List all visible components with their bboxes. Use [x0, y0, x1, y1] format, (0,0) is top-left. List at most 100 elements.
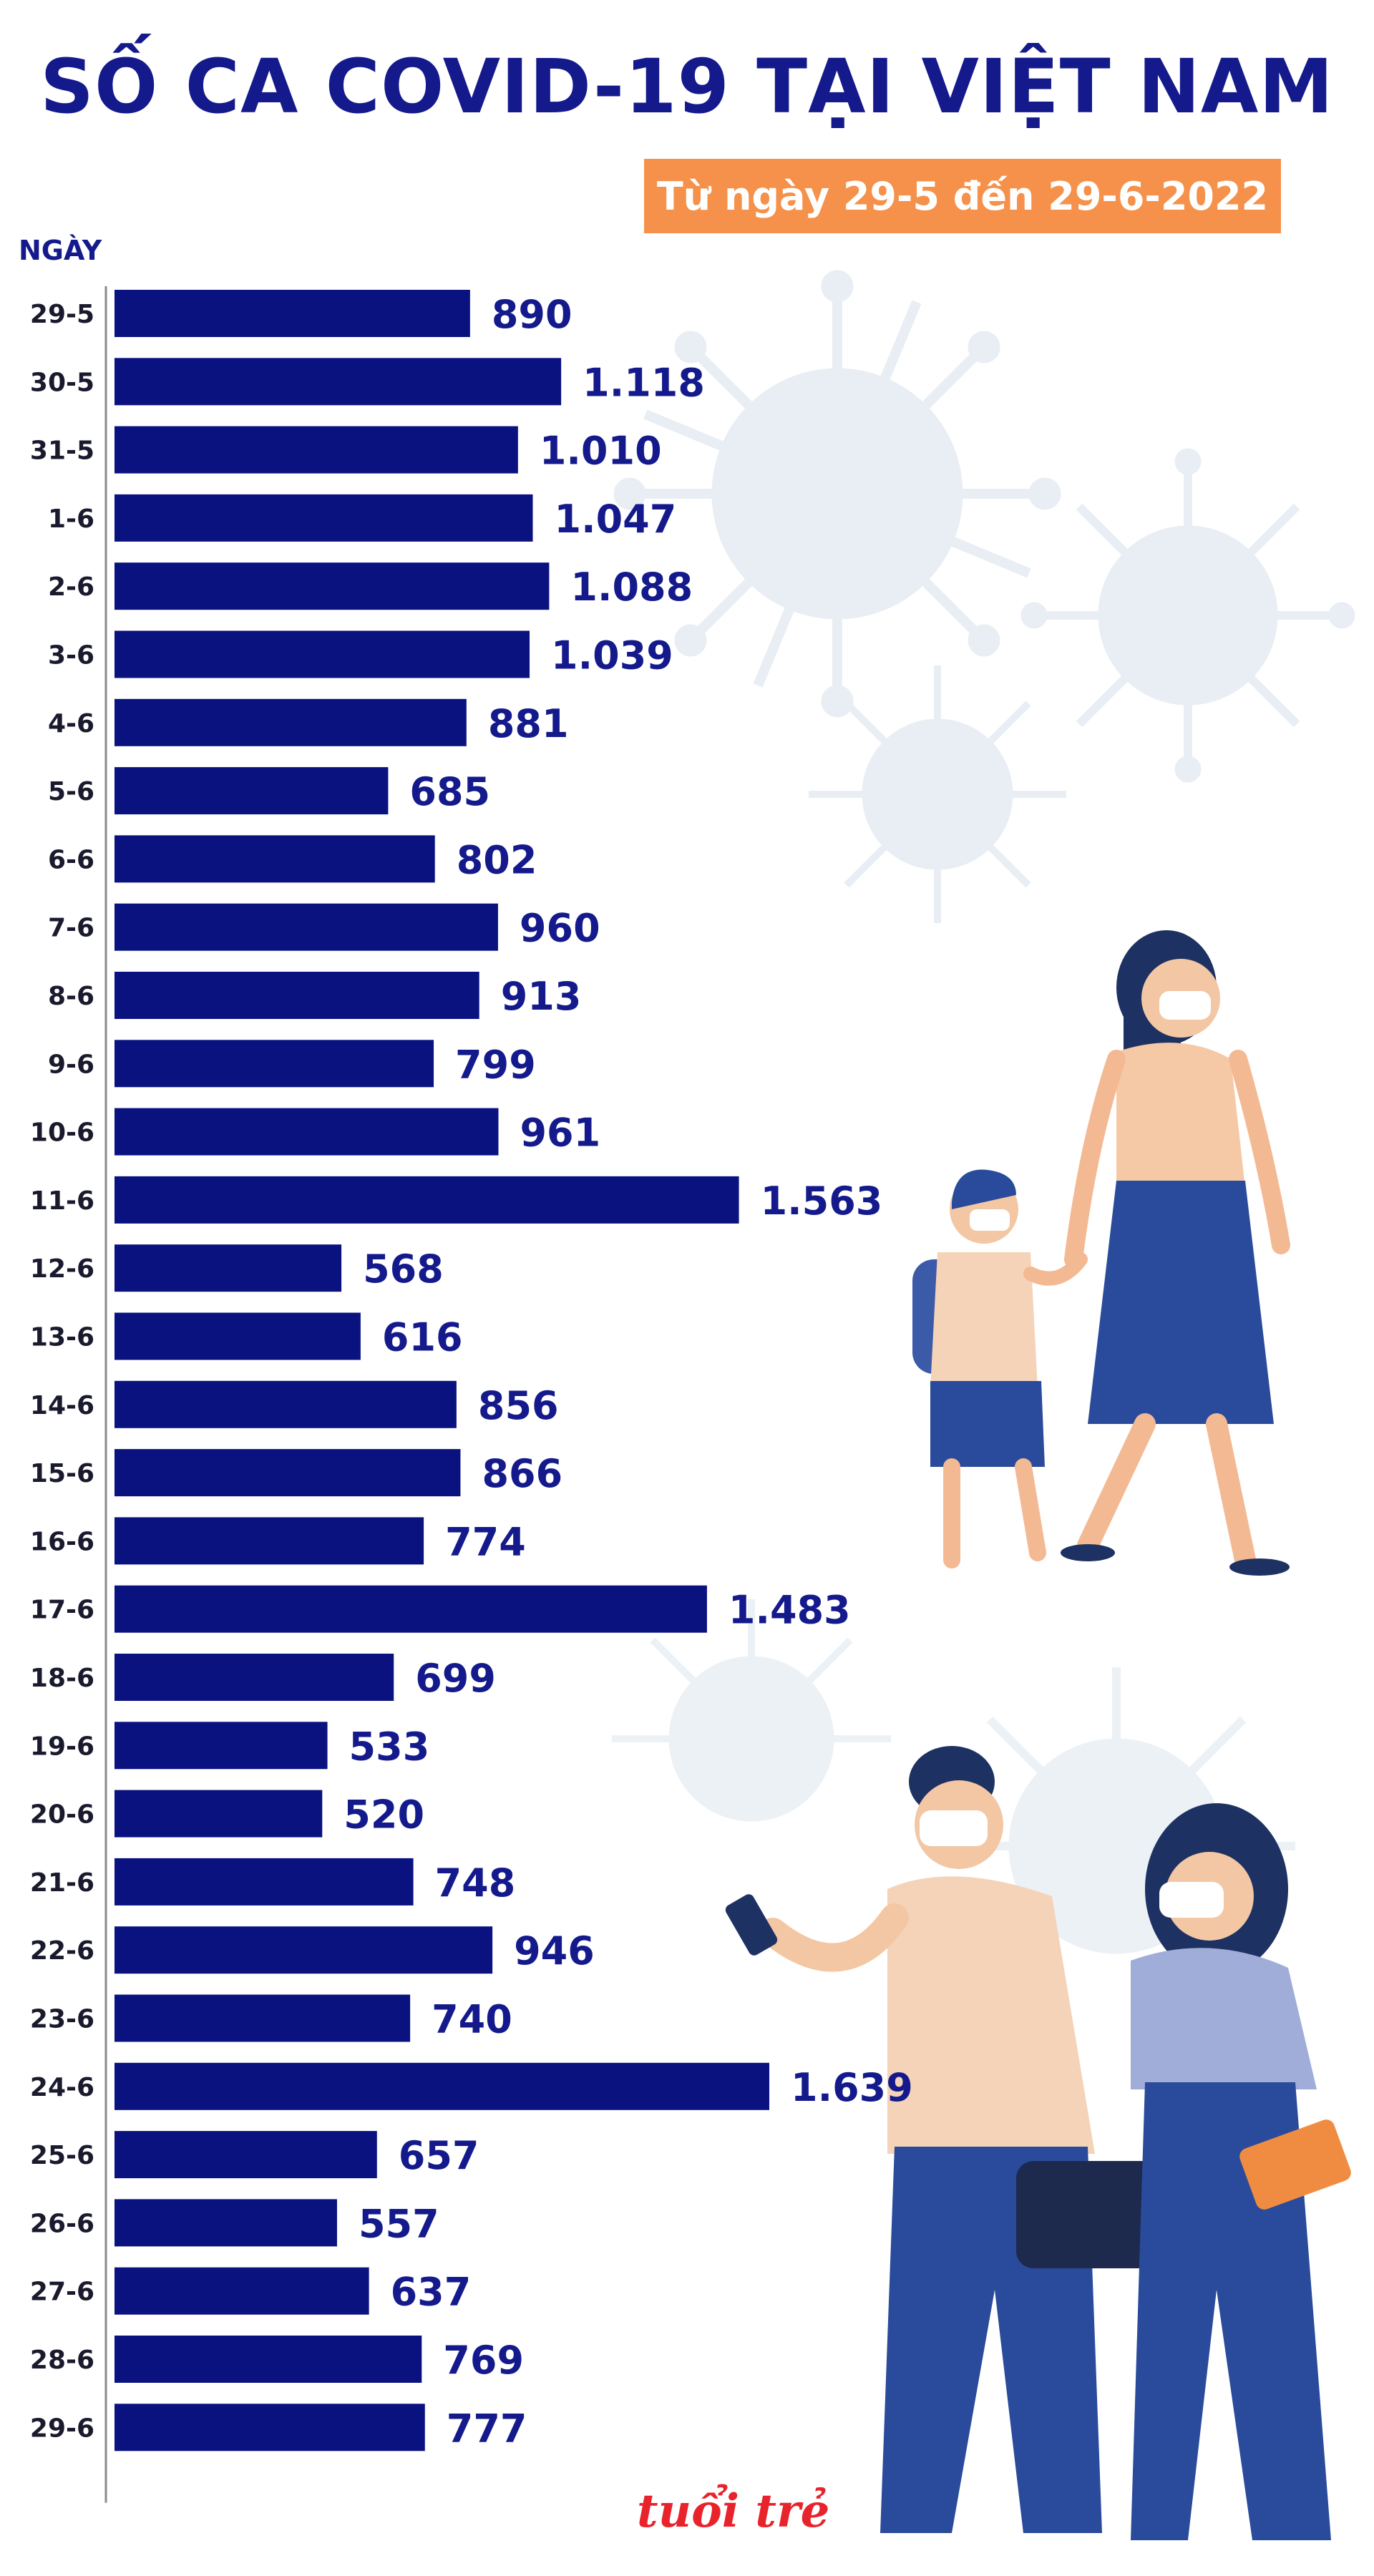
value-label: 1.563	[761, 1179, 883, 1224]
value-label: 769	[443, 2338, 524, 2383]
bar	[114, 358, 562, 406]
bar	[114, 1858, 414, 1906]
value-label: 946	[514, 1928, 595, 1974]
value-label: 520	[344, 1792, 424, 1838]
category-label: 24-6	[30, 2073, 94, 2102]
category-label: 1-6	[48, 504, 94, 534]
value-label: 802	[457, 837, 537, 882]
value-label: 1.010	[540, 429, 662, 474]
category-label: 23-6	[30, 2005, 94, 2034]
bar	[114, 903, 498, 951]
bar	[114, 2062, 769, 2110]
bar	[114, 1312, 361, 1360]
couple-illustration	[725, 1746, 1351, 2540]
category-label: 22-6	[30, 1936, 94, 1966]
category-label: 5-6	[48, 777, 94, 806]
value-label: 856	[478, 1383, 559, 1428]
value-label: 961	[520, 1111, 600, 1156]
bar	[114, 1108, 499, 1156]
category-label: 19-6	[30, 1732, 94, 1761]
category-label: 20-6	[30, 1800, 94, 1830]
category-label: 26-6	[30, 2209, 94, 2238]
bar	[114, 1585, 707, 1633]
value-label: 1.118	[583, 360, 705, 405]
page-title: SỐ CA COVID-19 TẠI VIỆT NAM	[40, 43, 1334, 130]
category-label: 21-6	[30, 1868, 94, 1898]
category-label: 15-6	[30, 1459, 94, 1488]
bar	[114, 1176, 739, 1224]
value-label: 685	[409, 769, 490, 814]
virus-icon	[1020, 448, 1355, 783]
category-label: 31-5	[30, 436, 94, 466]
category-label: 8-6	[48, 982, 94, 1011]
bar	[114, 1040, 434, 1088]
category-label: 7-6	[48, 914, 94, 943]
value-label: 774	[445, 1519, 526, 1564]
value-label: 699	[415, 1656, 496, 1701]
bar	[114, 1449, 461, 1497]
category-label: 3-6	[48, 641, 94, 670]
bar	[114, 767, 389, 815]
bar	[114, 1722, 328, 1770]
bar	[114, 2336, 422, 2383]
bar	[114, 835, 435, 883]
category-label: 29-6	[30, 2414, 94, 2443]
value-label: 1.088	[570, 565, 693, 610]
tuoi-tre-logo: tuổi trẻ	[637, 2484, 830, 2538]
value-label: 637	[391, 2270, 472, 2315]
value-label: 748	[435, 1860, 516, 1906]
category-label: 17-6	[30, 1596, 94, 1625]
bar	[114, 2404, 425, 2451]
category-label: 25-6	[30, 2141, 94, 2170]
bar	[114, 1517, 424, 1565]
category-label: 9-6	[48, 1050, 94, 1079]
category-label: 4-6	[48, 709, 94, 738]
category-label: 14-6	[30, 1391, 94, 1420]
category-label: 6-6	[48, 845, 94, 874]
category-label: 12-6	[30, 1254, 94, 1284]
y-axis-label: NGÀY	[19, 235, 102, 266]
value-label: 740	[432, 1997, 512, 2042]
virus-icon	[809, 665, 1066, 923]
bar	[114, 2131, 377, 2179]
virus-icon	[613, 270, 1061, 718]
value-label: 533	[349, 1724, 430, 1769]
bar	[114, 698, 467, 746]
value-label: 1.039	[551, 633, 673, 678]
bar	[114, 630, 530, 678]
value-label: 913	[501, 974, 582, 1019]
value-label: 1.047	[555, 497, 677, 542]
value-label: 799	[455, 1042, 536, 1087]
bar	[114, 1244, 342, 1292]
category-label: 2-6	[48, 572, 94, 602]
date-range-badge: Từ ngày 29-5 đến 29-6-2022	[644, 159, 1281, 233]
value-label: 557	[359, 2201, 439, 2246]
bar	[114, 1790, 323, 1838]
bar	[114, 972, 479, 1019]
bar	[114, 2267, 369, 2315]
bar	[114, 2199, 337, 2247]
virus-icon	[612, 1599, 891, 1822]
category-label: 16-6	[30, 1527, 94, 1556]
bar	[114, 426, 518, 474]
category-label: 18-6	[30, 1664, 94, 1693]
category-label: 10-6	[30, 1118, 94, 1148]
value-label: 881	[488, 701, 569, 746]
bar	[114, 494, 533, 542]
category-label: 27-6	[30, 2278, 94, 2307]
value-label: 866	[482, 1451, 562, 1496]
bar	[114, 1994, 411, 2042]
value-label: 657	[399, 2133, 479, 2178]
category-label: 28-6	[30, 2346, 94, 2375]
value-label: 1.639	[791, 2065, 913, 2110]
category-label: 13-6	[30, 1323, 94, 1352]
value-label: 1.483	[729, 1588, 851, 1633]
bar	[114, 562, 550, 610]
value-label: 890	[492, 292, 572, 337]
bar	[114, 1926, 493, 1974]
mother-and-child-illustration	[912, 930, 1290, 1576]
value-label: 777	[447, 2406, 527, 2451]
bar	[114, 1380, 457, 1428]
